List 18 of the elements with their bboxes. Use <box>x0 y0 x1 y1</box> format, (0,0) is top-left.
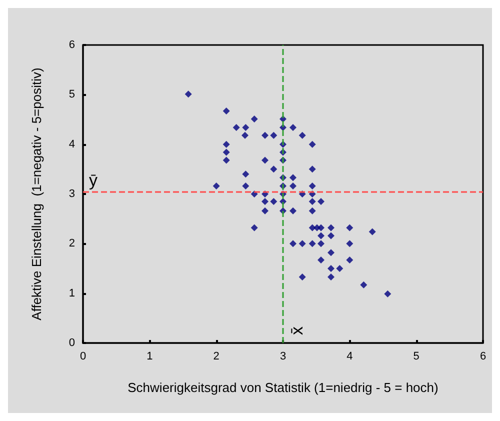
y-tick-label: 6 <box>68 39 75 51</box>
x-tick-label: 3 <box>280 350 286 362</box>
y-tick-label: 2 <box>68 238 75 250</box>
ref-line-label: x̄ <box>287 326 306 335</box>
y-tick-label: 5 <box>68 88 75 101</box>
x-tick-label: 2 <box>213 350 220 362</box>
x-tick-label: 4 <box>346 350 353 362</box>
y-tick-label: 1 <box>68 287 75 300</box>
ref-line-label: ȳ <box>89 171 98 190</box>
x-tick-label: 5 <box>413 350 420 362</box>
x-tick-label: 1 <box>146 350 153 362</box>
y-axis-title: Affektive Einstellung (1=negativ - 5=positiv) <box>29 68 44 320</box>
y-tick-label: 4 <box>68 138 75 150</box>
y-tick-label: 3 <box>68 188 75 200</box>
x-tick-label: 0 <box>80 350 86 362</box>
x-tick-label: 6 <box>480 350 486 362</box>
y-tick-label: 0 <box>68 337 75 349</box>
x-axis-title: Schwierigkeitsgrad von Statistik (1=niedrig - 5 = hoch) <box>128 380 438 395</box>
